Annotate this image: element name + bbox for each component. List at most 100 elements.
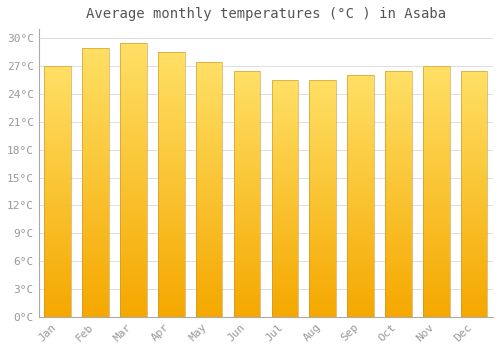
Bar bbox=[272, 265, 298, 266]
Bar bbox=[234, 215, 260, 216]
Bar bbox=[120, 80, 146, 81]
Bar bbox=[423, 168, 450, 169]
Bar bbox=[44, 122, 71, 124]
Bar bbox=[461, 286, 487, 287]
Bar bbox=[158, 232, 184, 233]
Bar bbox=[385, 280, 411, 281]
Bar bbox=[310, 280, 336, 281]
Bar bbox=[348, 165, 374, 166]
Bar bbox=[310, 220, 336, 221]
Bar bbox=[120, 135, 146, 136]
Bar bbox=[423, 304, 450, 306]
Bar bbox=[272, 213, 298, 214]
Bar bbox=[310, 142, 336, 143]
Bar bbox=[234, 173, 260, 174]
Bar bbox=[348, 86, 374, 88]
Bar bbox=[120, 279, 146, 280]
Bar bbox=[44, 185, 71, 187]
Bar bbox=[82, 122, 109, 123]
Bar bbox=[158, 173, 184, 174]
Bar bbox=[120, 206, 146, 207]
Bar bbox=[120, 77, 146, 79]
Bar bbox=[82, 79, 109, 80]
Bar bbox=[234, 217, 260, 218]
Bar bbox=[348, 121, 374, 122]
Bar bbox=[348, 150, 374, 152]
Bar bbox=[82, 224, 109, 225]
Bar bbox=[120, 60, 146, 61]
Bar bbox=[234, 190, 260, 191]
Bar bbox=[461, 94, 487, 96]
Bar bbox=[423, 228, 450, 229]
Bar bbox=[82, 132, 109, 134]
Bar bbox=[44, 111, 71, 113]
Bar bbox=[461, 149, 487, 151]
Bar bbox=[272, 103, 298, 104]
Bar bbox=[385, 303, 411, 304]
Bar bbox=[385, 110, 411, 111]
Bar bbox=[82, 96, 109, 97]
Bar bbox=[196, 145, 222, 146]
Bar bbox=[310, 91, 336, 92]
Bar bbox=[423, 133, 450, 134]
Bar bbox=[272, 258, 298, 259]
Bar bbox=[385, 116, 411, 118]
Bar bbox=[348, 154, 374, 155]
Bar bbox=[196, 73, 222, 74]
Bar bbox=[234, 144, 260, 145]
Bar bbox=[82, 140, 109, 142]
Bar bbox=[234, 270, 260, 271]
Bar bbox=[272, 305, 298, 306]
Bar bbox=[158, 196, 184, 198]
Bar bbox=[423, 241, 450, 243]
Bar bbox=[461, 312, 487, 313]
Bar bbox=[196, 152, 222, 153]
Bar bbox=[461, 284, 487, 285]
Bar bbox=[423, 293, 450, 294]
Bar bbox=[82, 166, 109, 167]
Bar bbox=[196, 103, 222, 104]
Bar bbox=[196, 105, 222, 106]
Bar bbox=[423, 183, 450, 184]
Bar bbox=[272, 188, 298, 189]
Bar bbox=[272, 268, 298, 270]
Bar bbox=[310, 209, 336, 210]
Bar bbox=[423, 179, 450, 180]
Bar bbox=[158, 170, 184, 171]
Bar bbox=[44, 180, 71, 181]
Bar bbox=[234, 146, 260, 147]
Bar bbox=[272, 105, 298, 106]
Bar bbox=[348, 197, 374, 198]
Bar bbox=[461, 75, 487, 76]
Bar bbox=[82, 256, 109, 258]
Bar bbox=[158, 75, 184, 76]
Bar bbox=[272, 121, 298, 123]
Bar bbox=[196, 247, 222, 248]
Bar bbox=[423, 219, 450, 220]
Bar bbox=[158, 240, 184, 241]
Bar bbox=[44, 142, 71, 144]
Bar bbox=[196, 217, 222, 218]
Bar bbox=[385, 207, 411, 209]
Bar bbox=[120, 194, 146, 195]
Bar bbox=[44, 301, 71, 302]
Bar bbox=[423, 279, 450, 280]
Bar bbox=[196, 262, 222, 263]
Bar bbox=[234, 80, 260, 82]
Bar bbox=[196, 153, 222, 155]
Bar bbox=[44, 96, 71, 98]
Bar bbox=[158, 165, 184, 166]
Bar bbox=[82, 244, 109, 245]
Bar bbox=[385, 79, 411, 80]
Bar bbox=[158, 89, 184, 91]
Bar bbox=[385, 98, 411, 99]
Bar bbox=[82, 266, 109, 267]
Bar bbox=[196, 229, 222, 230]
Bar bbox=[120, 229, 146, 231]
Bar bbox=[196, 119, 222, 120]
Bar bbox=[120, 250, 146, 251]
Bar bbox=[196, 190, 222, 192]
Bar bbox=[158, 101, 184, 103]
Bar bbox=[44, 116, 71, 118]
Bar bbox=[82, 205, 109, 206]
